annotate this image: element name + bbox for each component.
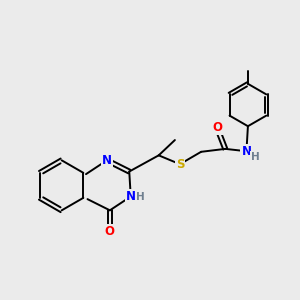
- Text: O: O: [212, 121, 222, 134]
- Text: N: N: [126, 190, 136, 203]
- Text: H: H: [136, 191, 145, 202]
- Text: S: S: [176, 158, 184, 171]
- Text: O: O: [105, 225, 115, 238]
- Text: H: H: [251, 152, 260, 161]
- Text: N: N: [102, 154, 112, 167]
- Text: N: N: [242, 145, 251, 158]
